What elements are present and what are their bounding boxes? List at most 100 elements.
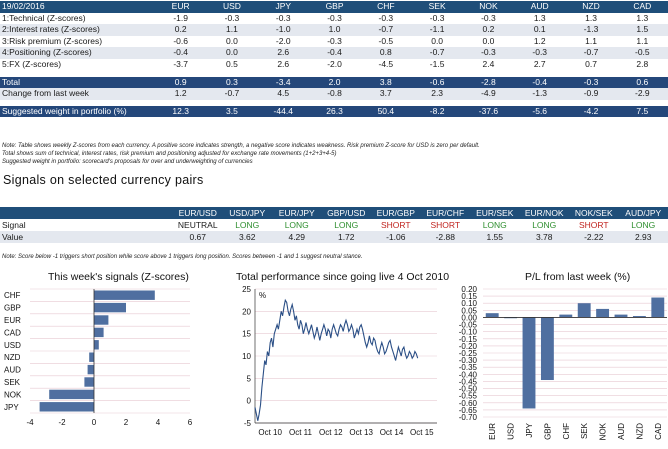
category-label: USD (507, 423, 516, 440)
table-header-row-cell: CHF (360, 1, 412, 13)
pair-header: USD/JPY (222, 207, 272, 219)
table-header-row-cell: SEK (411, 1, 463, 13)
x-tick-label: Oct 12 (319, 428, 343, 437)
table-note-2: Total shows sum of technical, interest r… (2, 151, 337, 157)
change-row-cell: -0.7 (206, 88, 258, 100)
score-row-cell: -1.5 (429, 58, 445, 69)
score-row-cell: -0.4 (308, 47, 361, 59)
pl-bar (504, 317, 518, 319)
pair-value: 1.55 (470, 231, 520, 243)
signal-value: SHORT (430, 220, 461, 230)
y-tick-label: -0.60 (459, 399, 478, 408)
table-header-row-cell: NZD (565, 1, 617, 13)
x-tick-label: Oct 10 (258, 428, 282, 437)
value-row: Value 0.67 3.62 4.29 1.72 -1.06 -2.88 1.55 3.78-… (0, 231, 668, 243)
score-row-cell: 0.0 (226, 35, 238, 46)
score-row: 2:Interest rates (Z-scores) 0.2 1.1 -1.0 1.0… (0, 24, 668, 36)
weight-row-cell: -37.6 (462, 105, 515, 118)
y-tick-label: 10 (242, 352, 251, 361)
x-tick-label: -2 (58, 418, 66, 427)
change-row-cell: -4.9 (462, 88, 515, 100)
pair-header: EUR/JPY (272, 207, 322, 219)
weight-row-cell: 3.5 (206, 105, 258, 118)
y-tick-label: 0.15 (461, 292, 477, 301)
y-tick-label: 0.00 (461, 313, 477, 322)
weight-row-cell: 50.4 (360, 105, 412, 118)
pair-header: EUR/SEK (470, 207, 520, 219)
pair-value: 0.67 (173, 231, 223, 243)
pl-bar (614, 314, 628, 318)
score-row-label: 4:Positioning (Z-scores) (0, 47, 155, 59)
x-tick-label: Oct 13 (349, 428, 373, 437)
score-row-cell: -1.0 (257, 24, 309, 36)
pair-header: EUR/GBP (371, 207, 421, 219)
category-label: NOK (4, 390, 22, 399)
value-row-label: Value (0, 231, 173, 243)
weight-row: Suggested weight in portfolio (%) 12.3 3.5… (0, 105, 668, 118)
signal-value: NEUTRAL (177, 220, 218, 230)
y-tick-label: -0.65 (459, 406, 478, 415)
score-row-cell: 0.2 (462, 24, 515, 36)
signal-row-label: Signal (2, 220, 26, 230)
total-row-cell: 3.8 (360, 76, 412, 89)
y-tick-label: -0.15 (459, 335, 478, 344)
score-row-cell: -1.3 (565, 24, 617, 36)
pair-value: -2.88 (420, 231, 470, 243)
pair-value: -1.06 (371, 231, 421, 243)
score-row-cell: 1.2 (533, 35, 546, 46)
change-row-cell: 3.7 (360, 88, 412, 100)
table-header-row-cell: NOK (462, 1, 515, 13)
y-tick-label: -5 (244, 419, 252, 428)
change-row-cell: -0.9 (565, 88, 617, 100)
score-row-cell: -0.7 (360, 24, 412, 36)
signal-value: LONG (482, 220, 507, 230)
weight-row-cell: -44.4 (257, 105, 309, 118)
y-tick-label: 0 (247, 397, 252, 406)
score-row-cell: -0.5 (378, 35, 394, 46)
performance-chart-title: Total performance since going live 4 Oct… (236, 271, 450, 283)
pair-header: GBP/USD (321, 207, 371, 219)
total-row-cell: 0.6 (616, 76, 668, 89)
score-row: 5:FX (Z-scores) -3.7 0.5 2.6 -2.0 -4.5 -1.5 2.4… (0, 59, 668, 71)
score-row-cell: 0.1 (514, 24, 566, 36)
score-row-cell: -0.3 (514, 47, 566, 59)
pair-header: EUR/NOK (519, 207, 569, 219)
signal-bar (89, 352, 94, 362)
pl-bar (632, 316, 646, 318)
y-tick-label: -0.40 (459, 370, 478, 379)
y-tick-label: 20 (242, 307, 251, 316)
score-row-cell: -0.3 (481, 12, 496, 23)
pl-bar (540, 317, 554, 381)
change-row-label: Change from last week (0, 88, 155, 100)
score-row: 1:Technical (Z-scores) -1.9 -0.3 -0.3 -0.3 -0… (0, 13, 668, 25)
total-row-cell: -2.8 (462, 76, 515, 89)
score-row-cell: -3.7 (173, 58, 188, 69)
score-row-cell: 0.0 (206, 47, 258, 59)
signal-bar (84, 377, 94, 387)
score-row-cell: 2.4 (482, 58, 495, 69)
y-tick-label: 25 (242, 285, 251, 294)
pair-value: 4.29 (272, 231, 322, 243)
score-row-cell: 0.2 (155, 24, 207, 36)
weight-row-label: Suggested weight in portfolio (%) (0, 105, 155, 118)
total-row-cell: 0.9 (155, 76, 207, 89)
score-row-cell: -0.7 (565, 47, 617, 59)
score-row-cell: 1.1 (636, 35, 649, 46)
signal-value: LONG (631, 220, 656, 230)
signals-header-blank (0, 207, 173, 219)
signal-bar (94, 340, 99, 350)
table-note-1: Note: Table shows weekly Z-scores from e… (2, 143, 480, 149)
signal-value: LONG (334, 220, 359, 230)
score-row-cell: 0.0 (431, 35, 444, 46)
category-label: GBP (543, 423, 552, 440)
pl-bar (596, 308, 610, 318)
score-row-cell: 0.7 (585, 58, 597, 69)
y-tick-label: -0.70 (459, 413, 478, 422)
pair-header: EUR/USD (173, 207, 223, 219)
category-label: CAD (4, 328, 21, 337)
x-tick-label: 2 (124, 418, 129, 427)
score-row-cell: -2.0 (275, 35, 291, 46)
weight-row-cell: -5.6 (514, 105, 566, 118)
score-row-cell: -0.3 (327, 35, 342, 46)
table-header-row-label: 19/02/2016 (0, 1, 155, 13)
